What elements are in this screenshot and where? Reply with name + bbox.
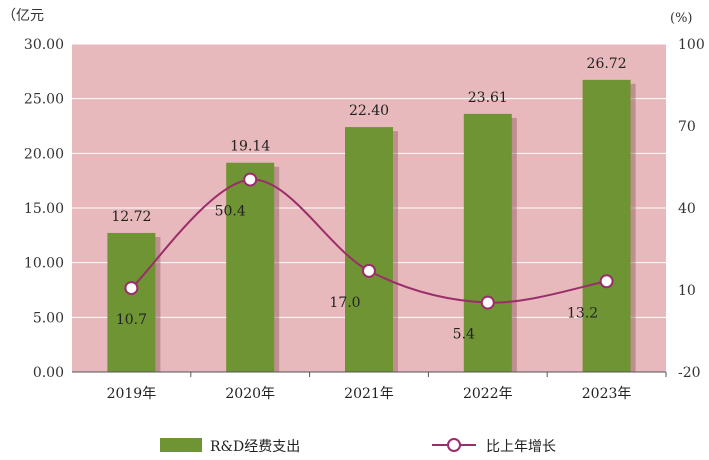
left-tick-label: 15.00 <box>24 201 64 217</box>
legend-line-label: 比上年增长 <box>486 439 556 455</box>
right-tick-label: 100 <box>678 37 705 53</box>
growth-value-label: 13.2 <box>567 305 598 321</box>
growth-point <box>124 281 139 296</box>
growth-value-label: 17.0 <box>329 295 360 311</box>
left-tick-label: 25.00 <box>24 92 64 108</box>
left-tick-label: 0.00 <box>33 365 64 381</box>
x-tick-label: 2022年 <box>463 386 513 402</box>
bar-value-label: 22.40 <box>349 103 389 119</box>
right-tick-label: 10 <box>678 283 696 299</box>
growth-value-label: 50.4 <box>215 204 246 220</box>
growth-point <box>480 295 495 310</box>
x-tick-label: 2019年 <box>107 386 157 402</box>
right-tick-label: 40 <box>678 201 696 217</box>
bar-value-label: 26.72 <box>587 56 627 72</box>
bar <box>226 162 275 372</box>
data-labels: 12.72 19.14 22.40 23.61 26.72 10.7 50.4 17.0 5.4… <box>111 56 626 343</box>
bar <box>582 79 631 373</box>
growth-point <box>362 263 376 278</box>
left-tick-label: 5.00 <box>33 310 64 326</box>
growth-value-label: 5.4 <box>453 327 475 343</box>
legend-line-marker <box>447 438 461 452</box>
x-tick-label: 2020年 <box>225 386 275 402</box>
growth-point <box>599 274 614 289</box>
legend: R&D经费支出 比上年增长 <box>160 438 556 455</box>
left-axis-unit: （亿元 <box>2 8 44 24</box>
right-axis-unit: (%) <box>670 11 693 26</box>
growth-line <box>124 172 614 310</box>
left-tick-label: 10.00 <box>24 256 64 272</box>
bar <box>107 232 156 372</box>
x-tick-label: 2021年 <box>344 386 394 402</box>
axes: 0.00 5.00 10.00 15.00 20.00 25.00 30.00 -20 10 40… <box>24 37 705 402</box>
legend-bar-swatch <box>160 438 202 452</box>
right-tick-label: -20 <box>678 365 701 381</box>
legend-bar-label: R&D经费支出 <box>210 439 300 455</box>
bars <box>107 79 636 373</box>
bar-value-label: 23.61 <box>468 90 508 106</box>
x-tick-label: 2023年 <box>582 386 632 402</box>
growth-value-label: 10.7 <box>116 312 147 328</box>
left-tick-label: 20.00 <box>24 146 64 162</box>
bar <box>345 127 393 373</box>
growth-point <box>243 172 258 187</box>
right-tick-label: 70 <box>678 119 696 135</box>
left-tick-label: 30.00 <box>24 37 64 53</box>
bar-value-label: 12.72 <box>111 209 151 225</box>
bar <box>463 113 512 372</box>
bar-value-label: 19.14 <box>230 139 270 155</box>
